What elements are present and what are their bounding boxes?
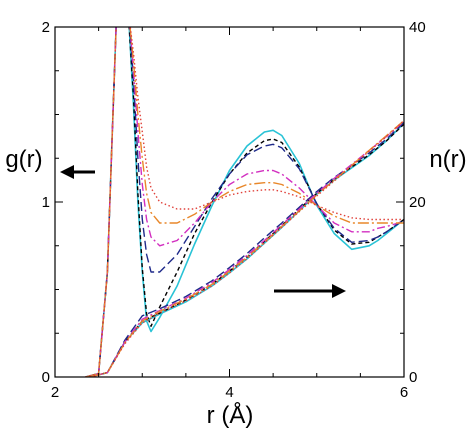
y-axis-label-right: n(r) <box>429 146 466 173</box>
x-axis-label: r (Å) <box>207 401 254 429</box>
nr-series-line-7 <box>89 123 404 377</box>
y-left-tick-label: 2 <box>42 19 50 36</box>
plot-frame <box>54 26 405 378</box>
gr-series-line-2 <box>85 27 404 377</box>
arrow-left-annotation <box>60 165 95 179</box>
gr-series-line-0 <box>85 27 404 377</box>
nr-series-line-8 <box>89 121 404 377</box>
series-layer <box>85 27 404 377</box>
y-left-tick-label: 0 <box>42 369 50 386</box>
arrow-left-head <box>60 165 74 179</box>
y-right-tick-label: 20 <box>409 194 426 211</box>
arrow-right-annotation <box>274 284 346 298</box>
y-right-tick-label: 0 <box>409 369 417 386</box>
arrow-right-head <box>332 284 346 298</box>
x-tick-label: 6 <box>400 384 408 401</box>
gr-series-line-1 <box>85 27 404 377</box>
nr-series-line-6 <box>89 122 404 377</box>
y-right-tick-label: 40 <box>409 19 426 36</box>
x-tick-label: 4 <box>225 384 233 401</box>
gr-series-line-5 <box>85 27 404 377</box>
nr-series-line-10 <box>89 120 404 377</box>
x-tick-label: 2 <box>51 384 59 401</box>
gr-series-line-3 <box>85 27 404 377</box>
y-axis-label-left: g(r) <box>5 146 42 173</box>
y-left-tick-label: 1 <box>42 194 50 211</box>
